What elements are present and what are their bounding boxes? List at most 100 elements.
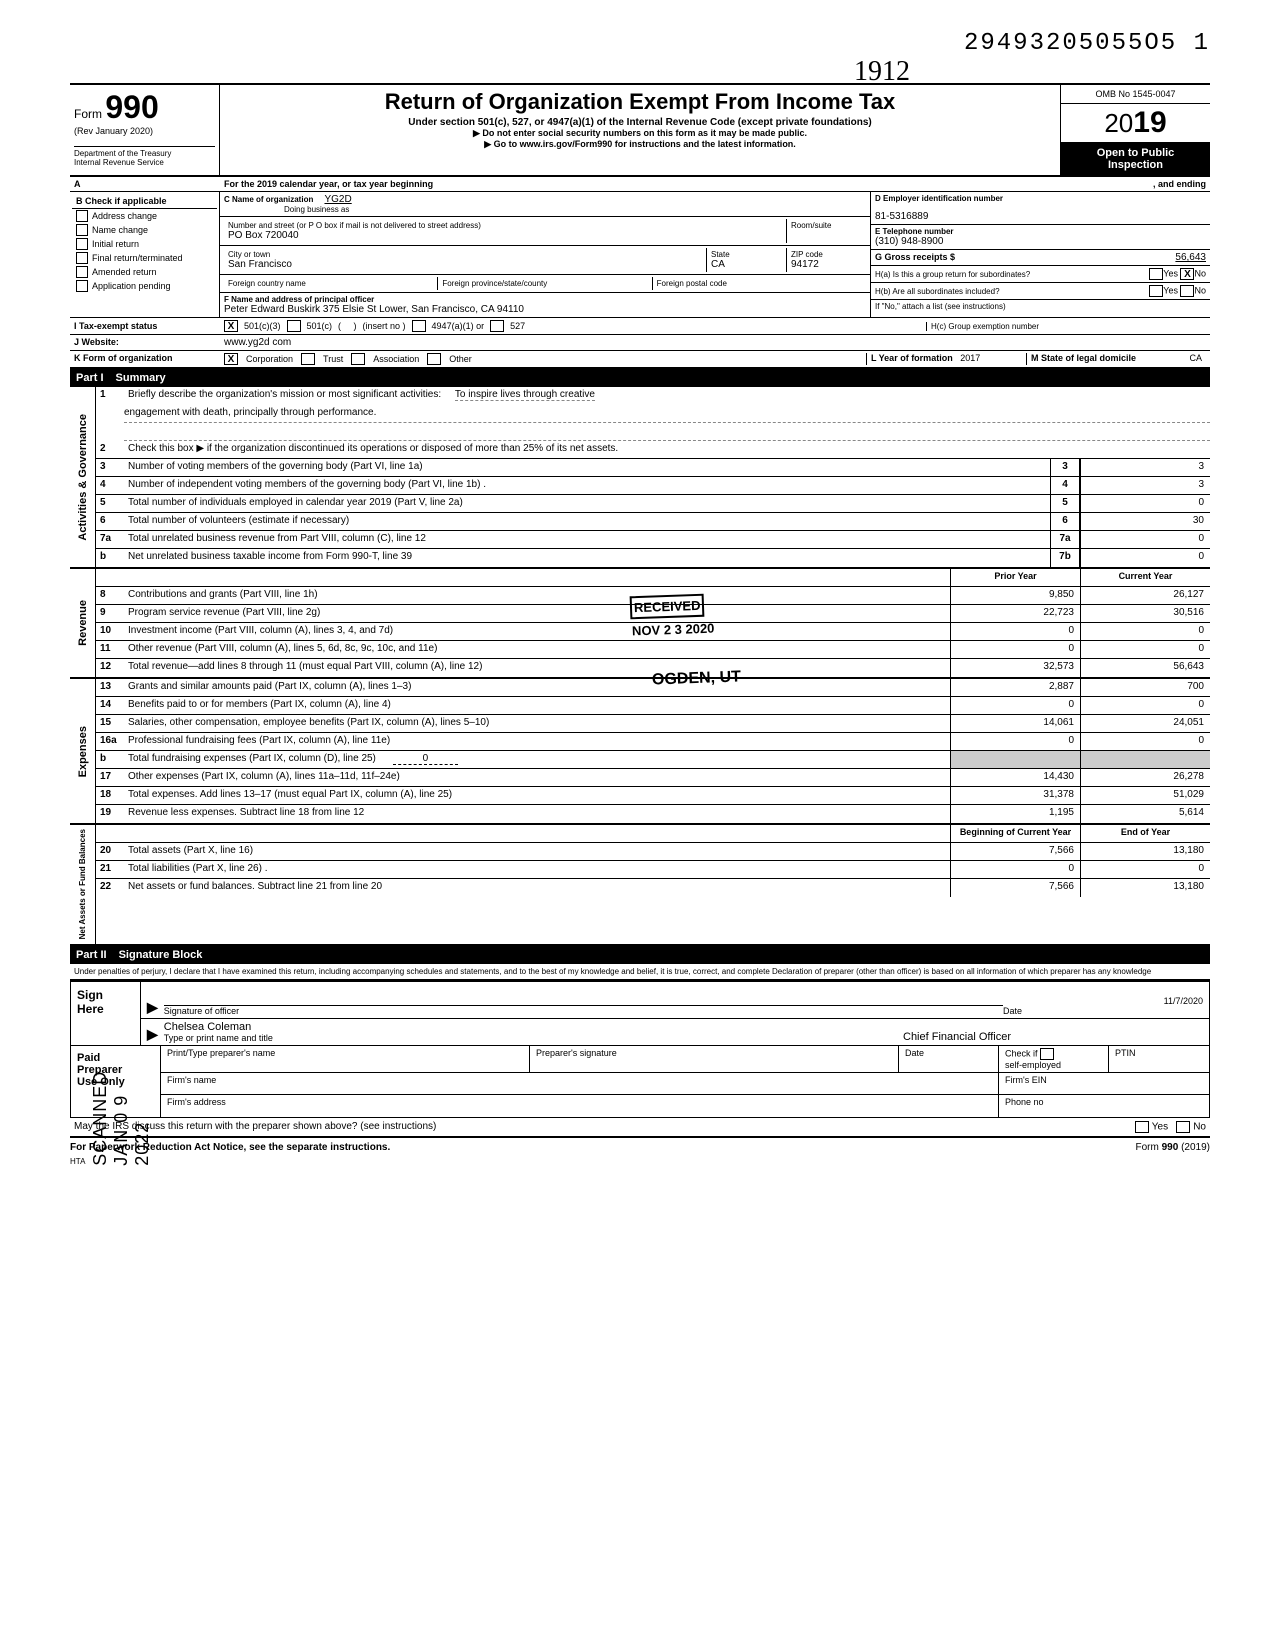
line10-text: Investment income (Part VIII, column (A)… [124, 623, 950, 640]
sign-label: Sign [77, 988, 134, 1002]
line3-text: Number of voting members of the governin… [124, 459, 1050, 476]
other-label: Other [449, 354, 472, 364]
m-label: M State of legal domicile [1031, 353, 1136, 365]
line18-prior: 31,378 [950, 787, 1080, 804]
line19-prior: 1,195 [950, 805, 1080, 823]
line8-prior: 9,850 [950, 587, 1080, 604]
4947-label: 4947(a)(1) or [432, 321, 485, 331]
date-label: Date [1003, 1006, 1203, 1016]
side-activities: Activities & Governance [75, 410, 91, 545]
line9-num: 9 [96, 605, 124, 622]
checkbox-527[interactable] [490, 320, 504, 332]
l-label: L Year of formation [871, 353, 953, 363]
line18-text: Total expenses. Add lines 13–17 (must eq… [124, 787, 950, 804]
dept-treasury: Department of the Treasury [74, 149, 215, 158]
line14-num: 14 [96, 697, 124, 714]
checkbox-app-pending[interactable] [76, 280, 88, 292]
h-note: If "No," attach a list (see instructions… [871, 300, 1210, 313]
line13-prior: 2,887 [950, 679, 1080, 696]
shade-1 [950, 751, 1080, 768]
addr-change-label: Address change [92, 211, 157, 221]
line11-num: 11 [96, 641, 124, 658]
checkbox-501c3[interactable]: X [224, 320, 238, 332]
line22-prior: 7,566 [950, 879, 1080, 897]
line7a-num: 7a [96, 531, 124, 548]
part1-label: Part I [76, 372, 104, 384]
line7a-text: Total unrelated business revenue from Pa… [124, 531, 1050, 548]
no-1: No [1194, 269, 1206, 279]
line19-text: Revenue less expenses. Subtract line 18 … [124, 805, 950, 823]
line22-current: 13,180 [1080, 879, 1210, 897]
checkbox-self-employed[interactable] [1040, 1048, 1054, 1060]
checkbox-discuss-no[interactable] [1176, 1121, 1190, 1133]
hb-label: H(b) Are all subordinates included? [875, 287, 1000, 296]
checkbox-hb-yes[interactable] [1149, 285, 1163, 297]
prep-sig-label: Preparer's signature [530, 1046, 899, 1072]
checkbox-501c[interactable] [287, 320, 301, 332]
open-public-2: Inspection [1065, 159, 1206, 171]
prior-year-hdr: Prior Year [950, 569, 1080, 586]
corp-label: Corporation [246, 354, 293, 364]
checkbox-final[interactable] [76, 252, 88, 264]
checkbox-addr-change[interactable] [76, 210, 88, 222]
checkbox-amended[interactable] [76, 266, 88, 278]
part2-title: Signature Block [119, 949, 203, 961]
room-label: Room/suite [791, 221, 862, 230]
line9-text: Program service revenue (Part VIII, line… [124, 605, 950, 622]
checkbox-trust[interactable] [301, 353, 315, 365]
checkbox-initial[interactable] [76, 238, 88, 250]
d-label: D Employer identification number [875, 194, 1206, 203]
line20-current: 13,180 [1080, 843, 1210, 860]
street-value: PO Box 720040 [228, 230, 782, 241]
firm-name-label: Firm's name [161, 1073, 999, 1094]
line7b-num: b [96, 549, 124, 567]
line21-num: 21 [96, 861, 124, 878]
state-value: CA [711, 259, 782, 270]
line9-prior: 22,723 [950, 605, 1080, 622]
yes-2: Yes [1163, 286, 1178, 296]
city-value: San Francisco [228, 259, 702, 270]
side-net-assets: Net Assets or Fund Balances [76, 825, 89, 943]
line19-num: 19 [96, 805, 124, 823]
firm-ein-label: Firm's EIN [999, 1073, 1209, 1094]
checkbox-name-change[interactable] [76, 224, 88, 236]
checkbox-ha-no[interactable]: X [1180, 268, 1194, 280]
current-year-hdr: Current Year [1080, 569, 1210, 586]
trust-label: Trust [323, 354, 343, 364]
checkbox-discuss-yes[interactable] [1135, 1121, 1149, 1133]
gross-value: 56,643 [1175, 252, 1206, 263]
j-label: J Website: [74, 337, 224, 348]
line2-num: 2 [96, 441, 124, 458]
assoc-label: Association [373, 354, 419, 364]
initial-label: Initial return [92, 239, 139, 249]
k-label: K Form of organization [74, 353, 224, 365]
year-bold: 19 [1133, 106, 1166, 139]
prep-date-label: Date [899, 1046, 999, 1072]
line3-box: 3 [1050, 459, 1080, 476]
501c3-label: 501(c)(3) [244, 321, 281, 331]
line18-current: 51,029 [1080, 787, 1210, 804]
arrow-icon-1: ▶ [147, 999, 164, 1016]
line7b-box: 7b [1050, 549, 1080, 567]
checkbox-hb-no[interactable] [1180, 285, 1194, 297]
state-domicile: CA [1189, 353, 1202, 365]
checkbox-corp[interactable]: X [224, 353, 238, 365]
checkbox-assoc[interactable] [351, 353, 365, 365]
line-a-text: For the 2019 calendar year, or tax year … [220, 177, 1149, 191]
side-revenue: Revenue [75, 596, 91, 650]
check-label: Check if [1005, 1048, 1038, 1058]
501c-label: 501(c) [307, 321, 333, 331]
checkbox-4947[interactable] [412, 320, 426, 332]
line13-current: 700 [1080, 679, 1210, 696]
line-a-letter: A [70, 177, 220, 191]
hta: HTA [70, 1157, 1210, 1166]
line7b-text: Net unrelated business taxable income fr… [124, 549, 1050, 567]
checkbox-other[interactable] [427, 353, 441, 365]
checkbox-ha-yes[interactable] [1149, 268, 1163, 280]
line8-num: 8 [96, 587, 124, 604]
org-name: YG2D [324, 194, 351, 205]
form-number: 990 [105, 89, 158, 125]
subtitle-2: ▶ Do not enter social security numbers o… [224, 128, 1056, 139]
line21-prior: 0 [950, 861, 1080, 878]
shade-2 [1080, 751, 1210, 768]
